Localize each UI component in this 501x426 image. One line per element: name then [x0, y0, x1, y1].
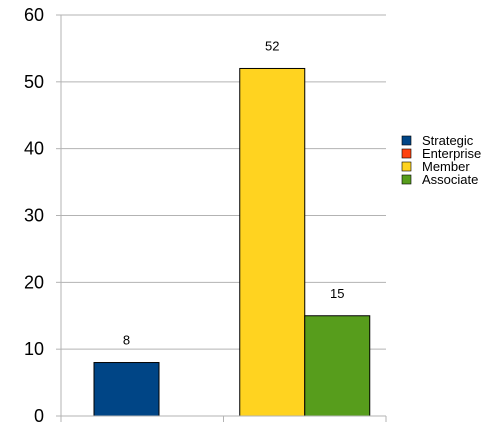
legend-label-strategic: Strategic: [422, 133, 474, 148]
legend-label-associate: Associate: [422, 172, 478, 187]
y-axis-ticks: 0 10 20 30 40 50 60: [24, 5, 61, 426]
legend-swatch-strategic: [401, 135, 412, 146]
legend-label-member: Member: [422, 159, 470, 174]
y-tick-label: 0: [34, 406, 44, 426]
data-labels: 8 52 15: [123, 38, 345, 347]
legend-label-enterprise: Enterprise: [422, 146, 481, 161]
axes: [60, 15, 387, 422]
y-tick-label: 20: [24, 272, 44, 292]
y-tick-label: 40: [24, 139, 44, 159]
y-tick-label: 10: [24, 339, 44, 359]
data-label: 15: [330, 286, 344, 301]
legend-swatch-enterprise: [401, 148, 412, 159]
data-label: 8: [123, 333, 130, 348]
data-label: 52: [265, 38, 279, 53]
legend-swatch-associate: [401, 174, 412, 185]
y-tick-label: 50: [24, 72, 44, 92]
bar-strategic: [93, 362, 160, 417]
y-tick-label: 30: [24, 206, 44, 226]
bars: [93, 67, 371, 417]
bar-member: [239, 67, 306, 417]
bar-associate: [304, 315, 371, 417]
y-tick-label: 60: [24, 5, 44, 25]
legend-swatch-member: [401, 161, 412, 172]
